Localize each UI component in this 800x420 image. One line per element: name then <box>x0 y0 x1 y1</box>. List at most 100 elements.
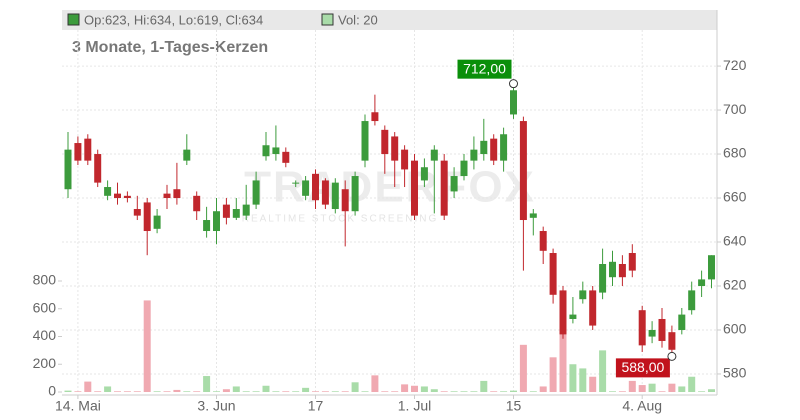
candle-body <box>698 279 706 286</box>
annotation-marker <box>509 79 518 89</box>
volume-tick-label: 200 <box>33 355 57 371</box>
volume-bar <box>539 386 547 392</box>
volume-tick-label: 800 <box>33 272 57 288</box>
volume-bar <box>519 344 527 392</box>
volume-bar <box>688 376 696 392</box>
volume-bar <box>440 391 448 392</box>
x-tick-label: 4. Aug <box>622 398 662 414</box>
volume-bar <box>678 386 686 392</box>
volume-tick-label: 0 <box>48 383 56 399</box>
candle-body <box>163 193 171 199</box>
x-tick-label: 15 <box>506 398 522 414</box>
candle-body <box>678 314 686 330</box>
volume-bar <box>331 391 339 392</box>
volume-bar <box>569 364 577 392</box>
candle-body <box>173 189 181 199</box>
volume-bar <box>143 300 151 392</box>
grid <box>62 30 717 395</box>
candle-body <box>460 160 468 177</box>
volume-bar <box>282 391 290 392</box>
volume-bar <box>411 385 418 392</box>
y-tick-label: 600 <box>723 321 747 337</box>
volume-bar <box>213 391 220 392</box>
candle-body <box>143 202 151 232</box>
header-ohlc-swatch <box>67 13 80 26</box>
header-ohlc: Op:623, Hi:634, Lo:619, Cl:634 <box>84 12 263 27</box>
candle-body <box>104 187 112 196</box>
volume-bar <box>74 391 82 392</box>
volume-bar <box>381 391 389 392</box>
header-bar <box>62 10 717 30</box>
candle-body <box>609 261 616 278</box>
candle-body <box>94 154 102 183</box>
candle-body <box>282 151 290 163</box>
candle-body <box>569 314 577 319</box>
y-tick-label: 620 <box>723 277 747 293</box>
volume-bar <box>401 384 409 392</box>
volume-bar <box>351 382 359 392</box>
candle-body <box>123 195 131 199</box>
volume-bar <box>133 391 141 392</box>
candle-body <box>133 209 141 216</box>
candle-body <box>401 149 409 170</box>
annotation-label: 712,00 <box>463 60 506 76</box>
volume-bar <box>361 391 369 392</box>
candle-body <box>599 264 607 293</box>
volume-bar <box>470 391 478 392</box>
candle-body <box>302 180 310 196</box>
candle-body <box>430 149 438 161</box>
volume-tick-label: 600 <box>33 299 57 315</box>
volume-bar <box>312 391 319 392</box>
annotation-box <box>457 59 512 79</box>
volume-bar <box>163 391 171 392</box>
x-tick-label: 14. Mai <box>55 398 101 414</box>
candle-body <box>232 209 240 218</box>
volume-bar <box>391 391 399 392</box>
candle-body <box>450 176 458 192</box>
candle-body <box>618 264 626 278</box>
volume-bar <box>183 391 191 392</box>
candle-body <box>559 290 567 335</box>
candle-body <box>361 121 369 161</box>
candle-body <box>371 112 379 122</box>
candle-body <box>420 167 428 181</box>
candle-body <box>658 318 666 341</box>
volume-bar <box>638 385 646 392</box>
candle-body <box>708 255 715 280</box>
y-tick-label: 720 <box>723 57 747 73</box>
volume-bar <box>510 390 517 392</box>
candle-body <box>529 213 537 218</box>
y-tick-label: 660 <box>723 189 747 205</box>
candle-body <box>213 211 220 232</box>
volume-bar <box>490 391 498 392</box>
annotation-label: 588,00 <box>621 359 664 375</box>
candle-body <box>648 329 656 337</box>
volume-bar <box>500 391 508 392</box>
volume-bar <box>430 389 438 392</box>
candle-body <box>183 149 191 161</box>
volume-bar <box>529 391 537 392</box>
volume-bar <box>193 391 201 392</box>
candle-body <box>292 182 300 184</box>
volume-bar <box>559 333 567 392</box>
candle-body <box>331 182 339 210</box>
volume-bar <box>371 375 379 392</box>
candle-body <box>638 310 646 346</box>
volume-bar <box>173 389 181 392</box>
volume-bar <box>450 391 458 392</box>
candle-body <box>411 160 418 216</box>
volume-bar <box>460 391 468 392</box>
x-tick-label: 17 <box>308 398 324 414</box>
candle-body <box>341 189 349 212</box>
volume-bar <box>589 376 597 392</box>
watermark: TRADERFOX <box>244 163 536 212</box>
candle-body <box>84 138 92 161</box>
volume-bar <box>104 386 112 392</box>
candle-body <box>351 176 359 212</box>
volume-bar <box>420 386 428 392</box>
volume-bar <box>203 376 211 392</box>
volume-bar <box>242 391 250 392</box>
candle-body <box>114 193 121 199</box>
watermark-sub: REALTIME STOCK SCREENING <box>242 214 439 225</box>
subtitle: 3 Monate, 1-Tages-Kerzen <box>72 39 268 56</box>
